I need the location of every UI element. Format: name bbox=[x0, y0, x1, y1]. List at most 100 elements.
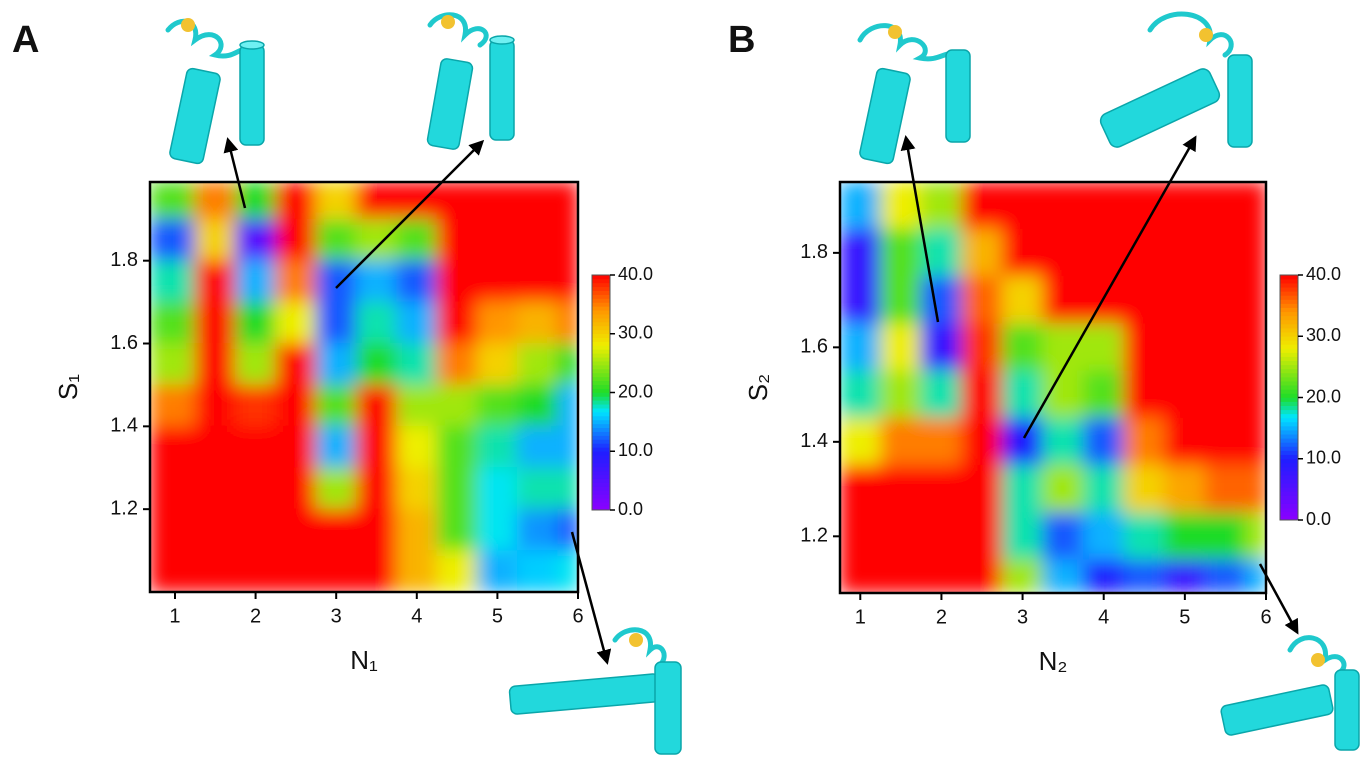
colorbar-band bbox=[592, 416, 610, 421]
colorbar-band bbox=[1280, 344, 1298, 349]
heatmap-cell bbox=[356, 219, 397, 261]
heatmap-cell bbox=[235, 426, 276, 468]
colorbar-band bbox=[592, 357, 610, 362]
heatmap-cell bbox=[557, 219, 578, 261]
heatmap-cell bbox=[1124, 182, 1166, 230]
heatmap-cell bbox=[195, 219, 236, 261]
heatmap-cell bbox=[195, 550, 236, 592]
colorbar-band bbox=[592, 435, 610, 440]
heatmap-cell bbox=[477, 343, 518, 385]
colorbar-band bbox=[592, 326, 610, 331]
heatmap-cell bbox=[235, 467, 276, 509]
colorbar-band bbox=[1280, 393, 1298, 398]
heatmap-cell bbox=[477, 509, 518, 551]
heatmap-cell bbox=[1083, 465, 1125, 513]
heatmap-cell bbox=[1124, 276, 1166, 324]
heatmap-cell bbox=[195, 509, 236, 551]
heatmap-cell bbox=[921, 512, 963, 560]
colorbar-band bbox=[592, 392, 610, 397]
heatmap-cell bbox=[1245, 465, 1266, 513]
colorbar-band bbox=[1280, 352, 1298, 357]
colorbar-band bbox=[592, 431, 610, 436]
heatmap-cell bbox=[517, 426, 558, 468]
colorbar-band bbox=[1280, 397, 1298, 402]
colorbar-band bbox=[1280, 446, 1298, 451]
heatmap-cell bbox=[275, 467, 316, 509]
colorbar-band bbox=[1280, 422, 1298, 427]
colorbar-band bbox=[1280, 454, 1298, 459]
heatmap-cell bbox=[1205, 418, 1247, 466]
colorbar-band bbox=[592, 459, 610, 464]
heatmap-cell bbox=[1124, 465, 1166, 513]
heatmap-cell bbox=[517, 384, 558, 426]
heatmap-cell bbox=[1164, 182, 1206, 230]
heatmap bbox=[150, 182, 579, 593]
heatmap-cell bbox=[235, 343, 276, 385]
colorbar-band bbox=[1280, 365, 1298, 370]
colorbar-band bbox=[1280, 360, 1298, 365]
x-tick-label: 1 bbox=[855, 606, 866, 628]
heatmap-cell bbox=[436, 219, 477, 261]
heatmap-cell bbox=[1002, 323, 1044, 371]
heatmap-cell bbox=[517, 550, 558, 592]
heatmap-cell bbox=[557, 343, 578, 385]
y-tick-label: 1.8 bbox=[800, 241, 828, 263]
x-tick-label: 3 bbox=[1017, 606, 1028, 628]
heatmap-cell bbox=[275, 550, 316, 592]
colorbar-band bbox=[592, 290, 610, 295]
heatmap-cell bbox=[1002, 559, 1044, 593]
heatmap-cell bbox=[316, 467, 357, 509]
colorbar-tick-label: 20.0 bbox=[618, 381, 653, 401]
colorbar-band bbox=[592, 369, 610, 374]
heatmap-cell bbox=[1083, 512, 1125, 560]
y-axis-label: S₁ bbox=[53, 374, 83, 400]
heatmap-cell bbox=[1164, 370, 1206, 418]
colorbar-band bbox=[592, 361, 610, 366]
colorbar-band bbox=[592, 463, 610, 468]
heatmap-cell bbox=[477, 467, 518, 509]
y-tick-label: 1.2 bbox=[110, 497, 138, 519]
heatmap-cell bbox=[517, 219, 558, 261]
heatmap-cell bbox=[880, 229, 922, 277]
heatmap-cell bbox=[921, 370, 963, 418]
heatmap-cell bbox=[840, 418, 882, 466]
heatmap-cell bbox=[195, 467, 236, 509]
heatmap-cell bbox=[150, 509, 196, 551]
heatmap-cell bbox=[840, 465, 882, 513]
colorbar-band bbox=[592, 349, 610, 354]
heatmap-cell bbox=[517, 343, 558, 385]
x-tick-label: 1 bbox=[169, 605, 180, 627]
x-tick-label: 4 bbox=[411, 605, 422, 627]
heatmap-cell bbox=[921, 182, 963, 230]
colorbar-band bbox=[1280, 450, 1298, 455]
colorbar-band bbox=[1280, 491, 1298, 496]
x-tick-label: 4 bbox=[1098, 606, 1109, 628]
heatmap-cell bbox=[436, 384, 477, 426]
x-axis-label: N₁ bbox=[350, 645, 378, 675]
heatmap-cell bbox=[396, 509, 437, 551]
heatmap-cell bbox=[396, 182, 437, 220]
heatmap-cell bbox=[356, 550, 397, 592]
heatmap-cell bbox=[840, 323, 882, 371]
heatmap-cell bbox=[436, 260, 477, 302]
colorbar-band bbox=[1280, 414, 1298, 419]
heatmap-cell bbox=[557, 467, 578, 509]
heatmap-cell bbox=[1164, 418, 1206, 466]
heatmap-cell bbox=[1042, 465, 1084, 513]
colorbar-band bbox=[1280, 479, 1298, 484]
heatmap-cell bbox=[961, 370, 1003, 418]
heatmap-cell bbox=[1245, 276, 1266, 324]
colorbar-band bbox=[592, 306, 610, 311]
colorbar-band bbox=[592, 447, 610, 452]
colorbar-band bbox=[1280, 467, 1298, 472]
colorbar-band bbox=[592, 337, 610, 342]
heatmap-cell bbox=[1245, 323, 1266, 371]
colorbar-band bbox=[1280, 377, 1298, 382]
colorbar-band bbox=[592, 424, 610, 429]
heatmap-cell bbox=[1002, 418, 1044, 466]
protein-cartoon bbox=[427, 15, 514, 150]
heatmap-cell bbox=[1002, 465, 1044, 513]
colorbar-band bbox=[592, 286, 610, 291]
heatmap-cell bbox=[921, 559, 963, 593]
heatmap-cell bbox=[316, 509, 357, 551]
